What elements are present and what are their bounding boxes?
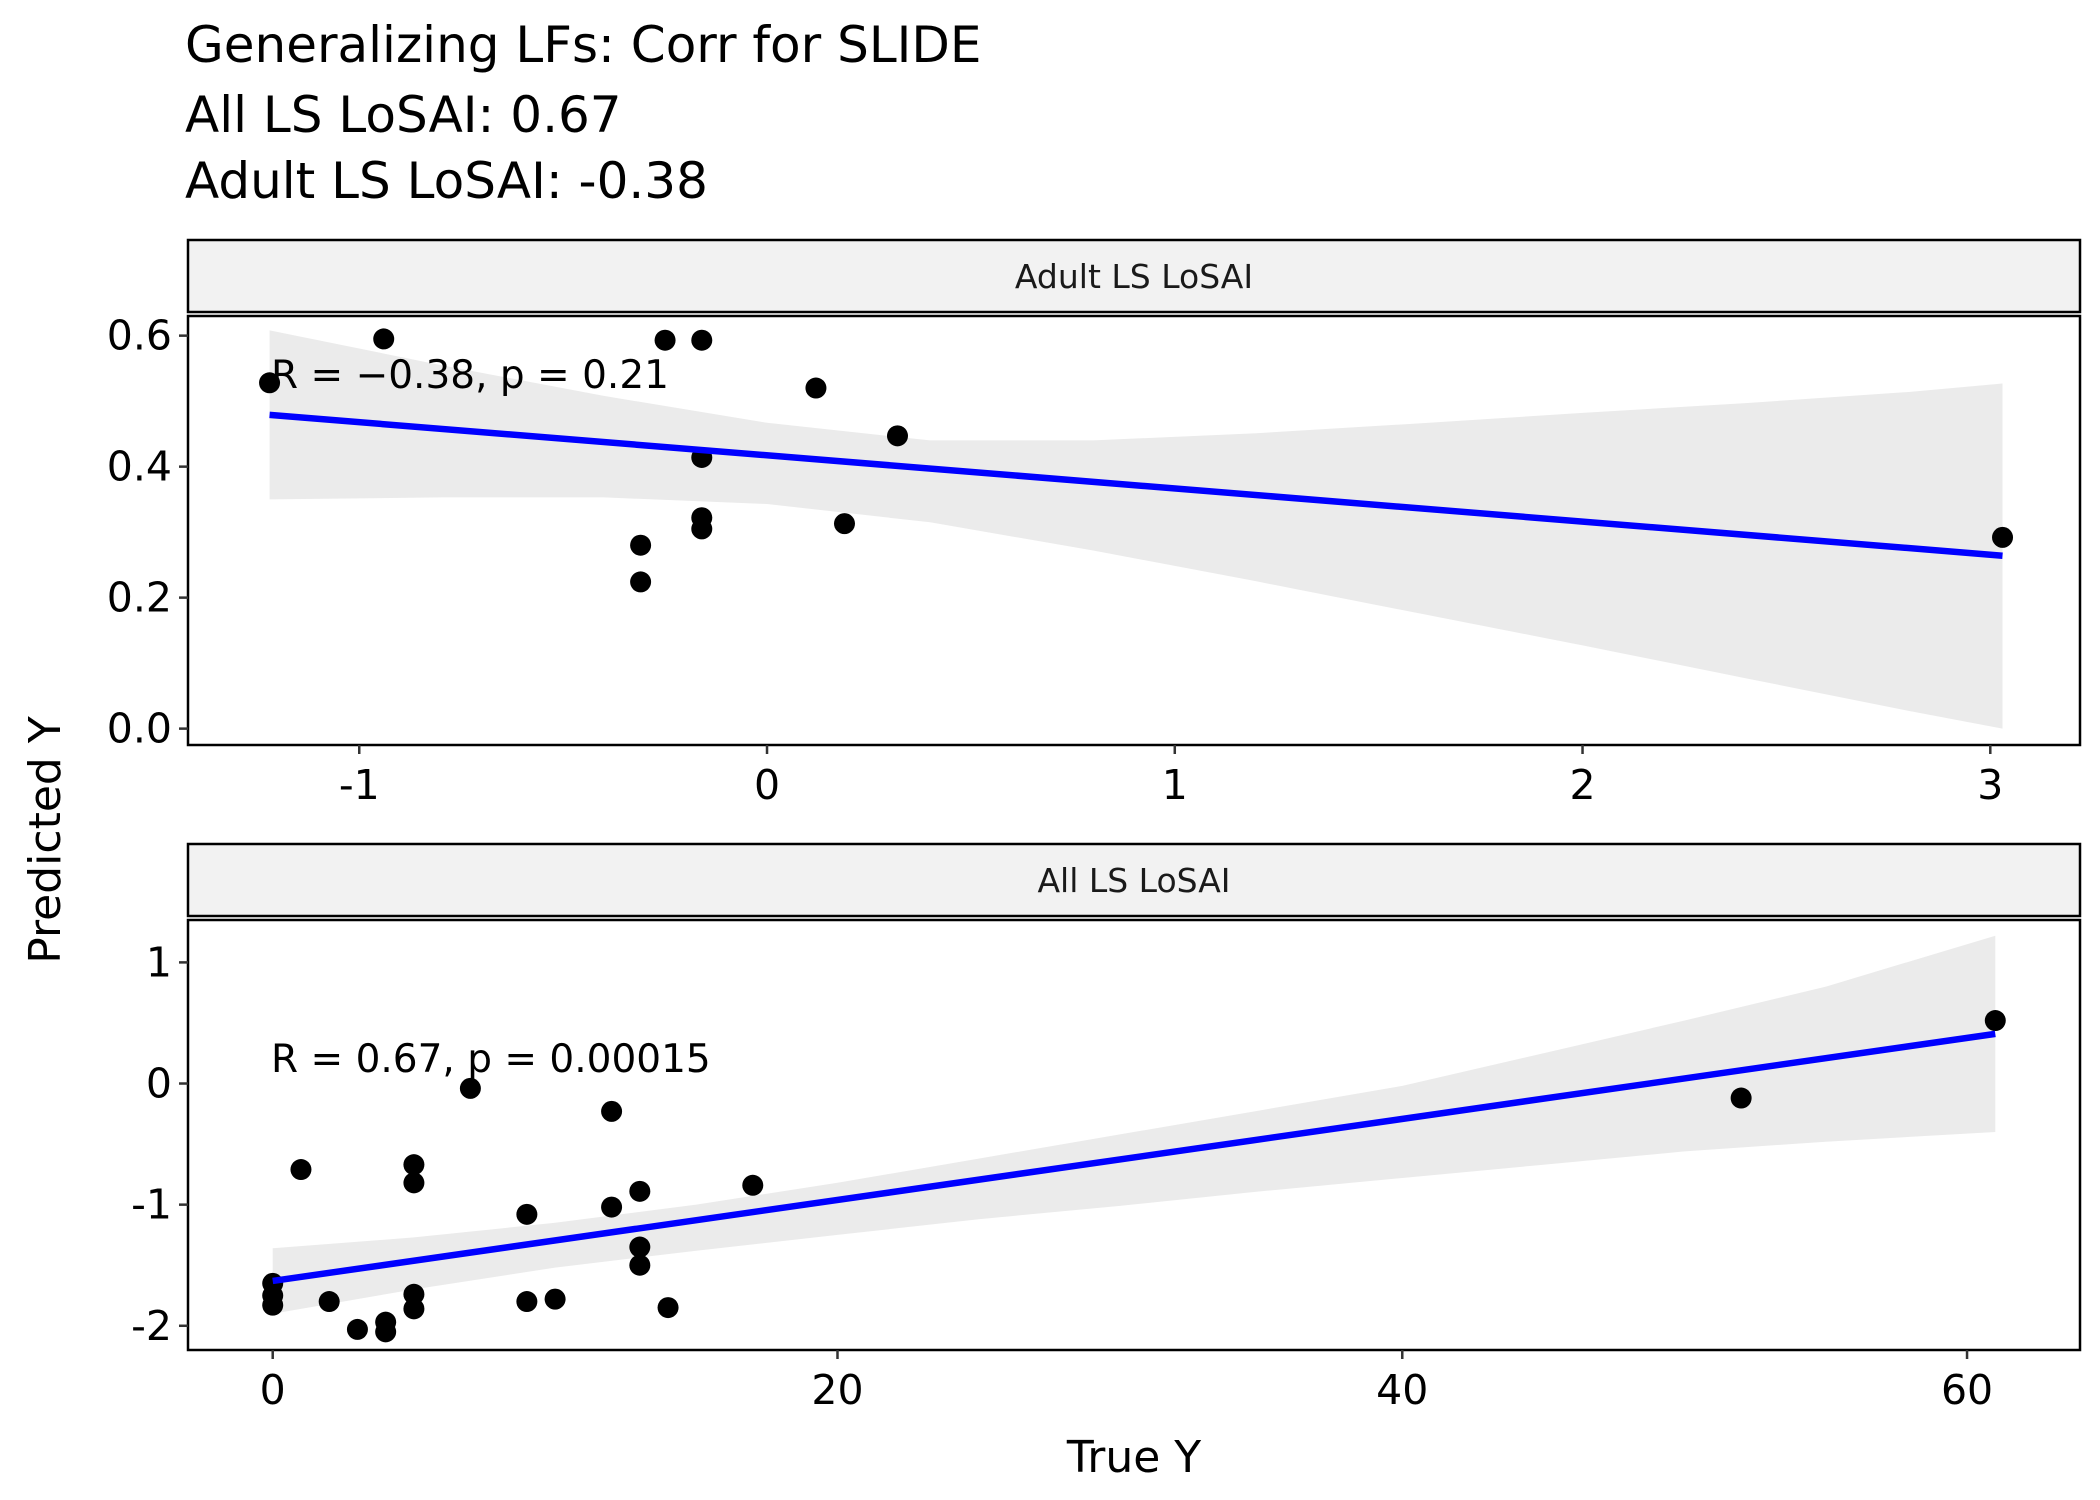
data-point <box>601 1100 623 1122</box>
panel-strip <box>186 238 2082 314</box>
data-point <box>691 518 713 540</box>
correlation-annotation: R = 0.67, p = 0.00015 <box>271 1037 711 1082</box>
data-point <box>346 1318 368 1340</box>
x-tick-label: 0 <box>260 1366 286 1414</box>
data-point <box>1730 1087 1752 1109</box>
title-line-3: Adult LS LoSAI: -0.38 <box>185 152 708 210</box>
x-tick-label: 60 <box>1941 1366 1993 1414</box>
data-point <box>629 1180 651 1202</box>
y-tick-label: 0.0 <box>107 705 172 753</box>
data-point <box>290 1159 312 1181</box>
data-point <box>654 329 676 351</box>
x-tick-label: -1 <box>339 761 380 809</box>
y-tick-label: -2 <box>131 1302 172 1350</box>
panel-strip-label: Adult LS LoSAI <box>1015 257 1253 296</box>
panel-strip <box>186 842 2082 918</box>
chart-title: Generalizing LFs: Corr for SLIDE All LS … <box>185 16 982 210</box>
x-tick-label: 1 <box>1162 761 1188 809</box>
data-point <box>691 329 713 351</box>
data-point <box>805 377 827 399</box>
data-point <box>318 1291 340 1313</box>
correlation-annotation: R = −0.38, p = 0.21 <box>271 353 669 398</box>
data-point <box>833 513 855 535</box>
data-point <box>403 1283 425 1305</box>
data-point <box>259 372 281 394</box>
y-tick-label: 1 <box>146 938 172 986</box>
data-point <box>1992 526 2014 548</box>
y-tick-label: 0.2 <box>107 574 172 622</box>
data-point <box>629 1236 651 1258</box>
x-tick-label: 3 <box>1977 761 2003 809</box>
y-tick-label: 0 <box>146 1060 172 1108</box>
x-tick-label: 2 <box>1569 761 1595 809</box>
panel-strip-label: All LS LoSAI <box>1037 861 1230 900</box>
data-point <box>403 1298 425 1320</box>
regression-line <box>272 1030 1996 1285</box>
data-point <box>516 1203 538 1225</box>
title-line-1: Generalizing LFs: Corr for SLIDE <box>185 16 982 74</box>
data-point <box>657 1297 679 1319</box>
data-point <box>630 571 652 593</box>
y-tick-label: 0.4 <box>107 443 172 491</box>
x-axis-title: True Y <box>1066 1432 1201 1483</box>
data-point <box>544 1288 566 1310</box>
plot-border <box>186 314 2082 747</box>
data-point <box>742 1174 764 1196</box>
data-point <box>516 1291 538 1313</box>
regression-line <box>269 411 2003 559</box>
title-line-2: All LS LoSAI: 0.67 <box>185 86 622 144</box>
panel-2: All LS LoSAI R = 0.67, p = 0.00015 0 20 40 60… <box>131 842 2082 1414</box>
panel-1: Adult LS LoSAI R = −0.38, p = 0.21 -1 0 1 2 3 0… <box>107 238 2082 809</box>
y-tick-label: 0.6 <box>107 312 172 360</box>
data-point <box>375 1321 397 1343</box>
data-point <box>887 425 908 447</box>
x-tick-label: 20 <box>811 1366 863 1414</box>
data-point <box>629 1254 651 1276</box>
y-tick-label: -1 <box>131 1181 172 1229</box>
x-tick-label: 40 <box>1376 1366 1428 1414</box>
data-point <box>1984 1010 2006 1032</box>
data-point <box>459 1077 481 1099</box>
data-point <box>601 1196 623 1218</box>
y-axis-title: Predicted Y <box>20 716 71 964</box>
data-point <box>373 328 395 350</box>
data-point <box>403 1172 425 1194</box>
plot-border <box>186 918 2082 1352</box>
x-tick-label: 0 <box>754 761 780 809</box>
data-point <box>262 1294 284 1316</box>
chart-panels: Adult LS LoSAI R = −0.38, p = 0.21 -1 0 1 2 3 0… <box>107 238 2082 1414</box>
data-point <box>403 1154 425 1176</box>
data-point <box>630 534 652 556</box>
confidence-ribbon <box>269 330 2003 729</box>
